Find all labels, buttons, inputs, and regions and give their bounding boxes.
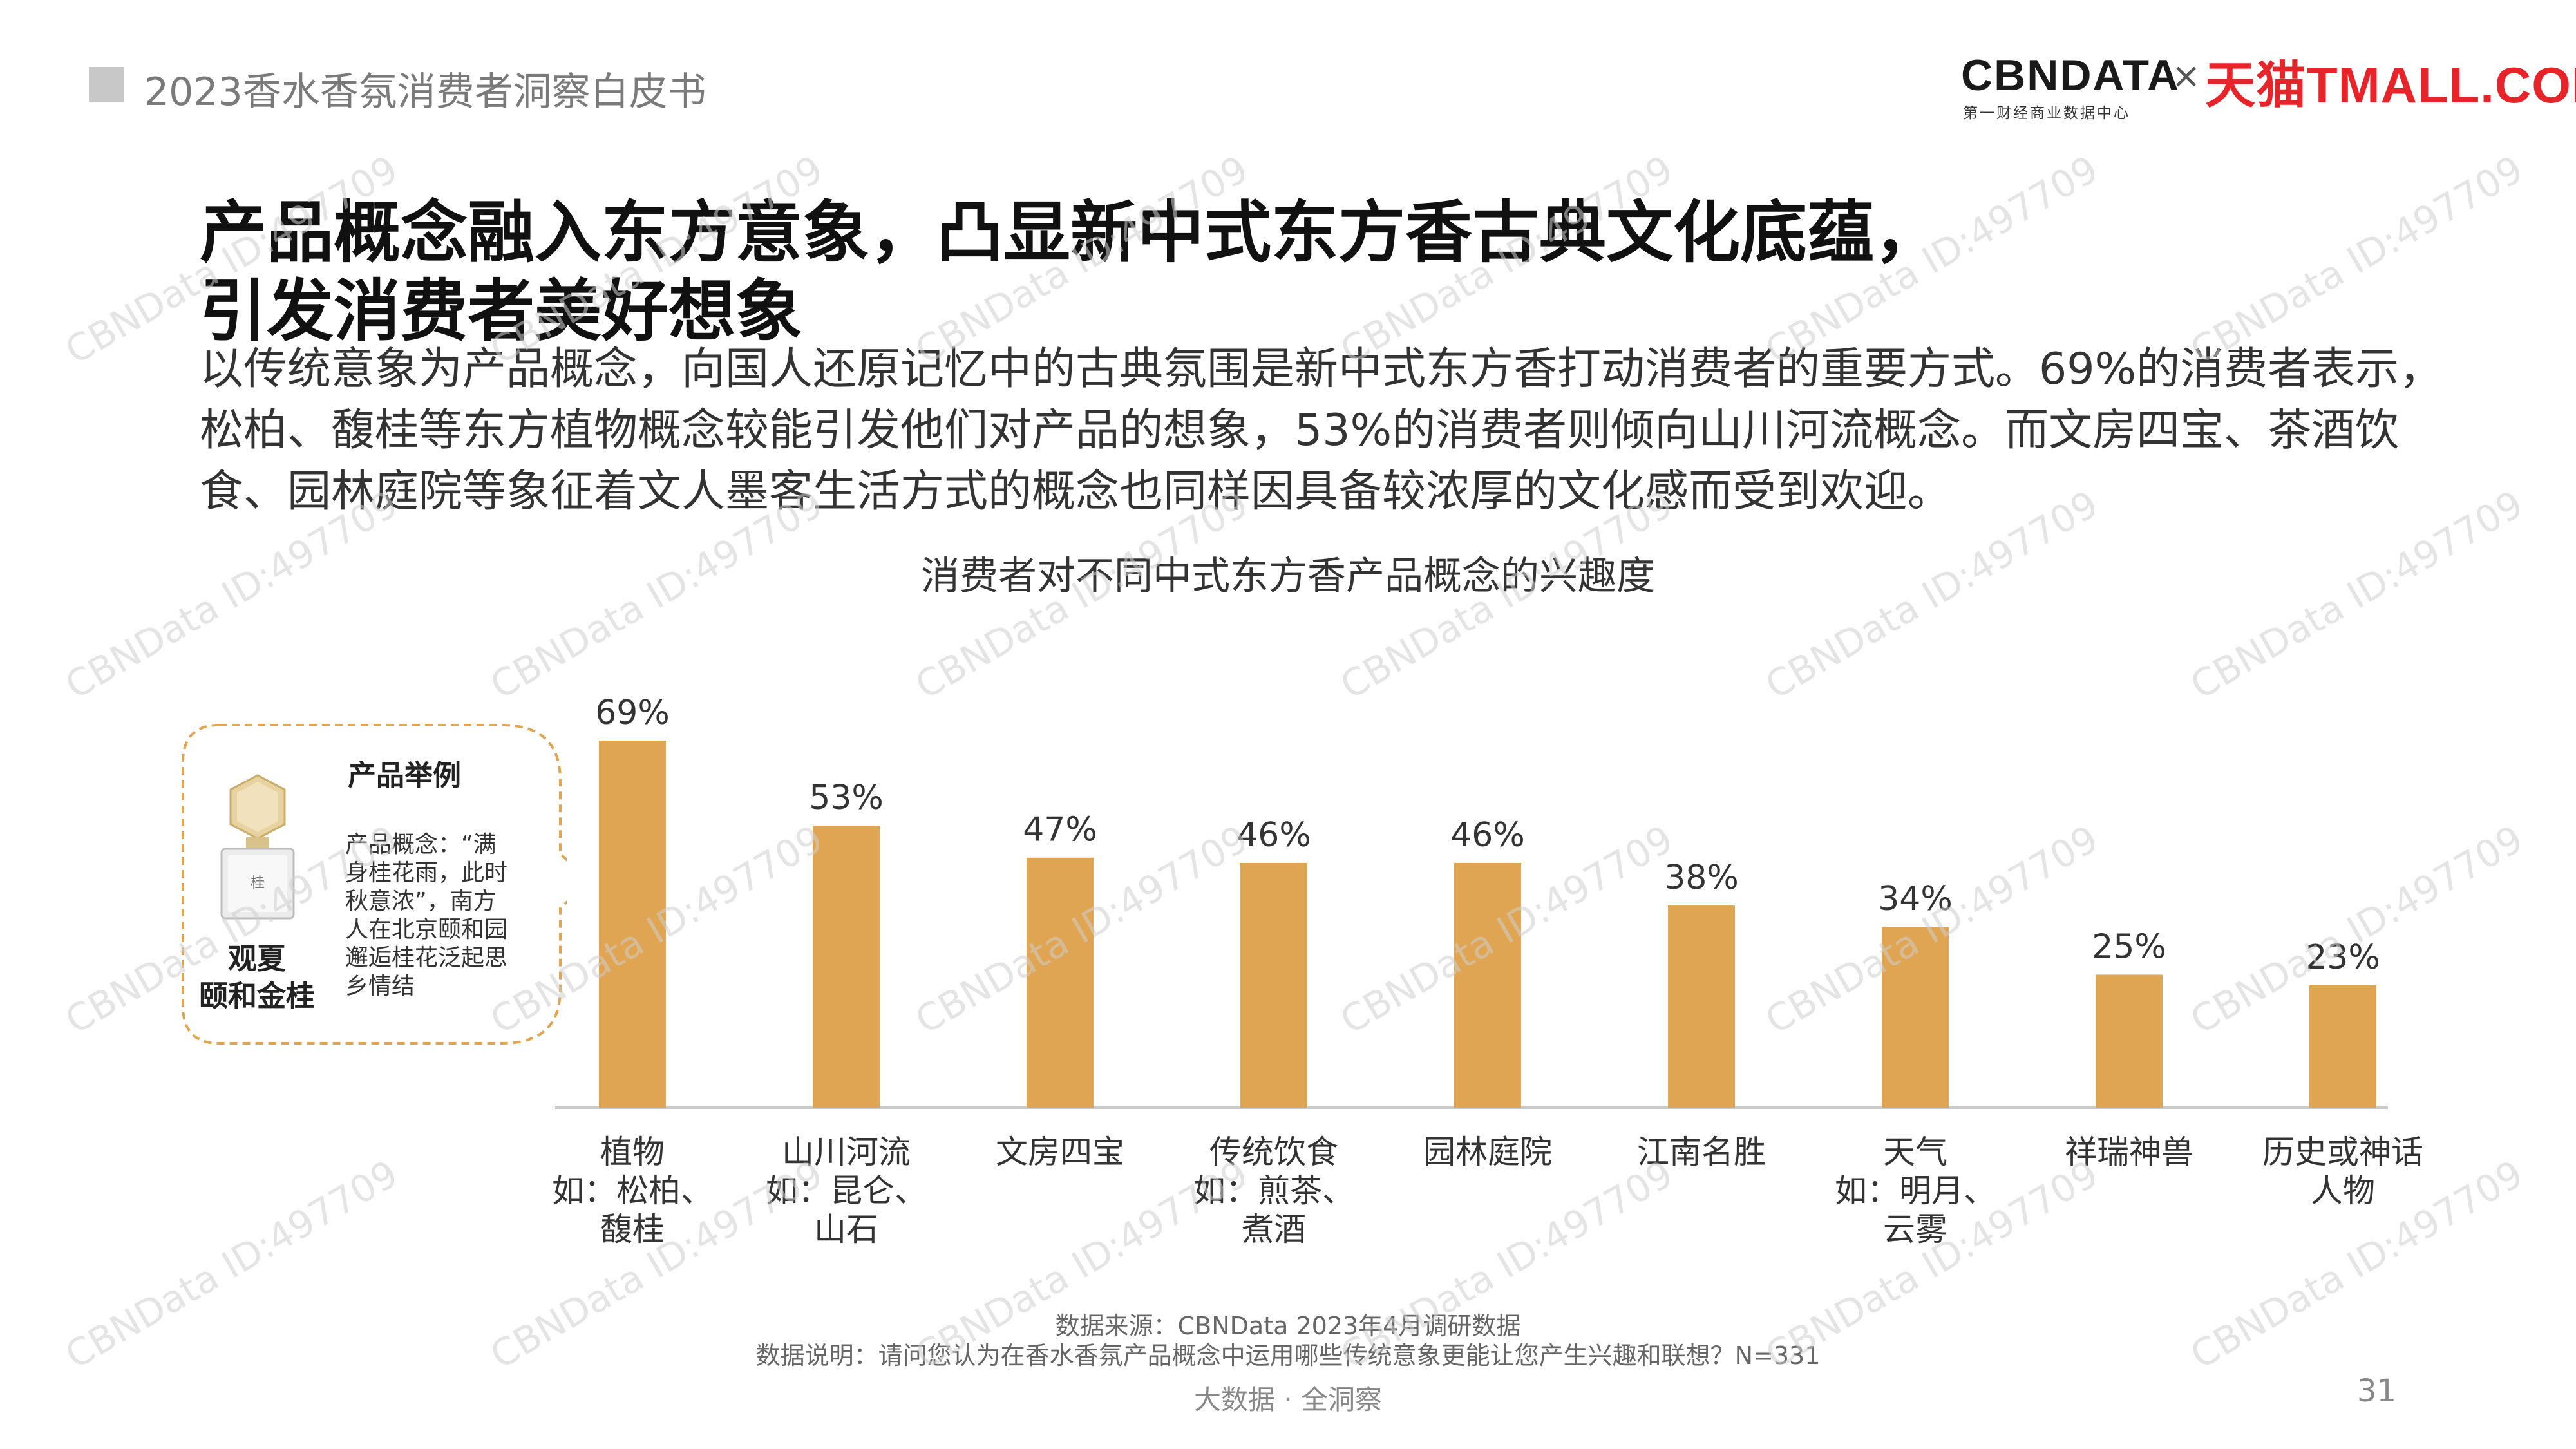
slide-title-line: 引发消费者美好想象 bbox=[200, 272, 803, 350]
description-line: 以传统意象为产品概念，向国人还原记忆中的古典氛围是新中式东方香打动消费者的重要方… bbox=[200, 344, 2443, 395]
bar bbox=[1027, 857, 1094, 1108]
x-tick-label: 人物 bbox=[2311, 1172, 2375, 1209]
bar bbox=[1668, 905, 1735, 1108]
slide-title: 产品概念融入东方意象，凸显新中式东方香古典文化底蕴， 引发消费者美好想象 bbox=[200, 193, 2421, 350]
bar bbox=[1454, 863, 1521, 1108]
product-example-line: 邂逅桂花泛起思 bbox=[345, 945, 508, 971]
description-line: 松柏、馥桂等东方植物概念较能引发他们对产品的想象，53%的消费者则倾向山川河流概… bbox=[200, 405, 2400, 456]
x-tick-label: 传统饮食 bbox=[1209, 1133, 1338, 1171]
x-tick-label: 如：松柏、 bbox=[552, 1172, 713, 1209]
x-tick-label: 天气 bbox=[1883, 1133, 1947, 1171]
tmall-logo: 天猫TMALL.COM bbox=[2205, 57, 2576, 113]
chart-title: 消费者对不同中式东方香产品概念的兴趣度 bbox=[921, 554, 1655, 599]
cbndata-logo: CBNDATA bbox=[1961, 51, 2181, 100]
x-tick-label: 江南名胜 bbox=[1637, 1133, 1766, 1171]
product-example-description: 产品概念：“满 身桂花雨，此时 秋意浓”，南方 人在北京颐和园 邂逅桂花泛起思 … bbox=[345, 831, 538, 1001]
cbndata-logo-subtitle: 第一财经商业数据中心 bbox=[1963, 105, 2130, 122]
x-tick-label: 煮酒 bbox=[1242, 1211, 1306, 1248]
page-number: 31 bbox=[2357, 1373, 2397, 1409]
logo-separator: × bbox=[2172, 55, 2201, 96]
x-tick-label: 馥桂 bbox=[600, 1211, 665, 1248]
x-tick-label: 山川河流 bbox=[782, 1133, 911, 1171]
bar bbox=[2096, 974, 2163, 1108]
product-name-line: 观夏 bbox=[227, 942, 286, 976]
product-example-line: 产品概念：“满 bbox=[345, 831, 497, 858]
product-example-callout bbox=[182, 724, 567, 1045]
bar-value-label: 38% bbox=[1664, 858, 1739, 897]
product-example-line: 秋意浓”，南方 bbox=[345, 888, 497, 914]
bar bbox=[599, 741, 666, 1108]
bar bbox=[813, 826, 880, 1108]
data-source: 数据来源：CBNData 2023年4月调研数据 bbox=[1055, 1312, 1521, 1340]
bar bbox=[1240, 863, 1307, 1108]
x-tick-label: 园林庭院 bbox=[1423, 1133, 1552, 1171]
slide-description: 以传统意象为产品概念，向国人还原记忆中的古典氛围是新中式东方香打动消费者的重要方… bbox=[200, 339, 2454, 522]
x-tick-label: 如：明月、 bbox=[1835, 1172, 1996, 1209]
slide-title-line: 产品概念融入东方意象，凸显新中式东方香古典文化底蕴， bbox=[200, 193, 1942, 272]
report-title: 2023香水香氛消费者洞察白皮书 bbox=[144, 70, 706, 115]
perfume-bottle-icon: 桂 bbox=[220, 774, 295, 920]
footer-slogan: 大数据 · 全洞察 bbox=[1193, 1384, 1383, 1416]
x-tick-label: 山石 bbox=[814, 1211, 878, 1248]
description-line: 食、园林庭院等象征着文人墨客生活方式的概念也同样因具备较浓厚的文化感而受到欢迎。 bbox=[200, 466, 1952, 517]
bar bbox=[2309, 985, 2376, 1108]
bar bbox=[1882, 927, 1949, 1108]
product-example-line: 人在北京颐和园 bbox=[345, 916, 508, 943]
bar-value-label: 69% bbox=[595, 694, 670, 732]
header-square-icon bbox=[89, 67, 124, 102]
bar-value-label: 25% bbox=[2092, 927, 2166, 966]
product-name: 观夏 颐和金桂 bbox=[182, 940, 332, 1015]
bar-value-label: 53% bbox=[809, 779, 884, 817]
product-example-line: 乡情结 bbox=[345, 973, 415, 999]
x-tick-label: 文房四宝 bbox=[996, 1133, 1124, 1171]
bar-value-label: 46% bbox=[1450, 816, 1525, 855]
x-tick-label: 植物 bbox=[600, 1133, 665, 1171]
product-example-line: 身桂花雨，此时 bbox=[345, 860, 508, 886]
x-tick-label: 历史或神话 bbox=[2262, 1133, 2423, 1171]
x-tick-label: 如：昆仑、 bbox=[766, 1172, 927, 1209]
product-example-title: 产品举例 bbox=[348, 759, 461, 792]
bar-value-label: 46% bbox=[1236, 816, 1311, 855]
x-tick-label: 祥瑞神兽 bbox=[2065, 1133, 2193, 1171]
x-tick-label: 云雾 bbox=[1883, 1211, 1947, 1248]
bar-value-label: 34% bbox=[1878, 880, 1953, 918]
data-note: 数据说明：请问您认为在香水香氛产品概念中运用哪些传统意象更能让您产生兴趣和联想？… bbox=[755, 1341, 1821, 1370]
bar-value-label: 47% bbox=[1023, 811, 1097, 849]
x-tick-label: 如：煎茶、 bbox=[1193, 1172, 1354, 1209]
product-name-line: 颐和金桂 bbox=[198, 979, 315, 1013]
bar-value-label: 23% bbox=[2306, 938, 2380, 977]
svg-text:桂: 桂 bbox=[251, 875, 265, 891]
